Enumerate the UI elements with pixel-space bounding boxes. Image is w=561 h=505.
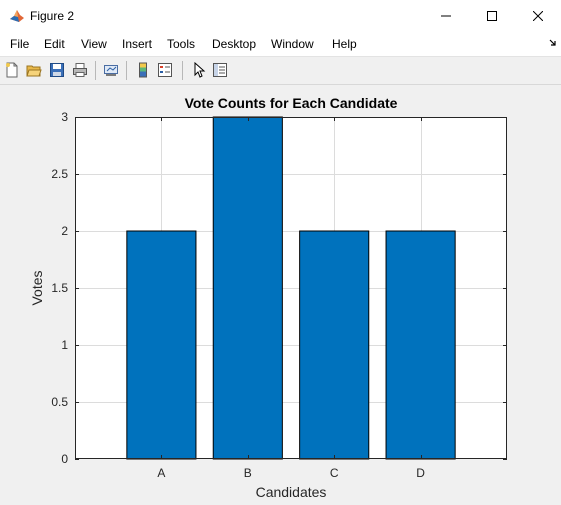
y-axis-label: Votes [29, 270, 45, 305]
save-icon [50, 63, 64, 77]
link-plot-button[interactable] [102, 61, 120, 79]
open-file-button[interactable] [25, 61, 43, 79]
menu-tools[interactable]: Tools [167, 37, 196, 51]
y-tick-label: 2 [61, 224, 68, 238]
x-tick-label: B [244, 466, 252, 480]
save-button[interactable] [48, 61, 66, 79]
menu-desktop[interactable]: Desktop [212, 37, 257, 51]
matlab-logo-icon [10, 10, 24, 22]
new-figure-button[interactable] [3, 61, 21, 79]
x-tick-label: C [330, 466, 339, 480]
x-tick-label: D [416, 466, 425, 480]
insert-colorbar-icon [139, 62, 147, 78]
title-bar: Figure 2 [0, 0, 561, 32]
close-button[interactable] [515, 0, 561, 32]
menu-view[interactable]: View [81, 37, 107, 51]
insert-legend-button[interactable] [156, 61, 174, 79]
edit-plot-button[interactable] [189, 61, 207, 79]
window-title: Figure 2 [30, 9, 75, 23]
y-tick-label: 0 [61, 452, 68, 466]
menu-bar: File Edit View Insert Tools Desktop Wind… [0, 32, 561, 57]
toolbar-separator [182, 61, 183, 80]
toolbar [0, 57, 561, 85]
x-axis-label: Candidates [256, 484, 327, 500]
figure-canvas: 0 0.5 1 1.5 2 2.5 3 A B C D Vote Counts for Each C… [0, 85, 561, 505]
property-inspector-button[interactable] [211, 61, 229, 79]
close-icon [533, 11, 543, 21]
menu-edit[interactable]: Edit [44, 37, 65, 51]
tick-labels: 0 0.5 1 1.5 2 2.5 3 A B C D [51, 110, 425, 480]
property-inspector-icon [213, 63, 227, 77]
y-tick-label: 3 [61, 110, 68, 124]
bar-b [212, 116, 283, 460]
y-tick-label: 2.5 [51, 167, 68, 181]
new-figure-icon [6, 62, 18, 78]
insert-colorbar-button[interactable] [134, 61, 152, 79]
toolbar-separator [95, 61, 96, 80]
edit-plot-icon [194, 62, 206, 78]
minimize-icon [441, 15, 451, 17]
menu-file[interactable]: File [10, 37, 30, 51]
menu-insert[interactable]: Insert [122, 37, 153, 51]
bar-c [299, 230, 370, 460]
minimize-button[interactable] [423, 0, 469, 32]
menu-help[interactable]: Help [332, 37, 357, 51]
tick-marks [75, 117, 507, 460]
open-file-icon [26, 65, 42, 77]
maximize-icon [487, 11, 497, 21]
print-icon [73, 63, 87, 77]
dock-arrow-icon[interactable] [547, 37, 559, 49]
bar-a [126, 230, 197, 460]
chart-title: Vote Counts for Each Candidate [185, 95, 398, 111]
toolbar-separator [126, 61, 127, 80]
menu-window[interactable]: Window [271, 37, 314, 51]
bar-d [385, 230, 456, 460]
y-tick-label: 1.5 [51, 281, 68, 295]
insert-legend-icon [158, 63, 172, 77]
print-button[interactable] [71, 61, 89, 79]
maximize-button[interactable] [469, 0, 515, 32]
y-tick-label: 1 [61, 338, 68, 352]
x-tick-label: A [157, 466, 165, 480]
bars [126, 116, 456, 460]
bar-chart: 0 0.5 1 1.5 2 2.5 3 A B C D Vote Counts for Each C… [29, 95, 507, 500]
y-tick-label: 0.5 [51, 395, 68, 409]
link-plot-icon [104, 65, 118, 76]
